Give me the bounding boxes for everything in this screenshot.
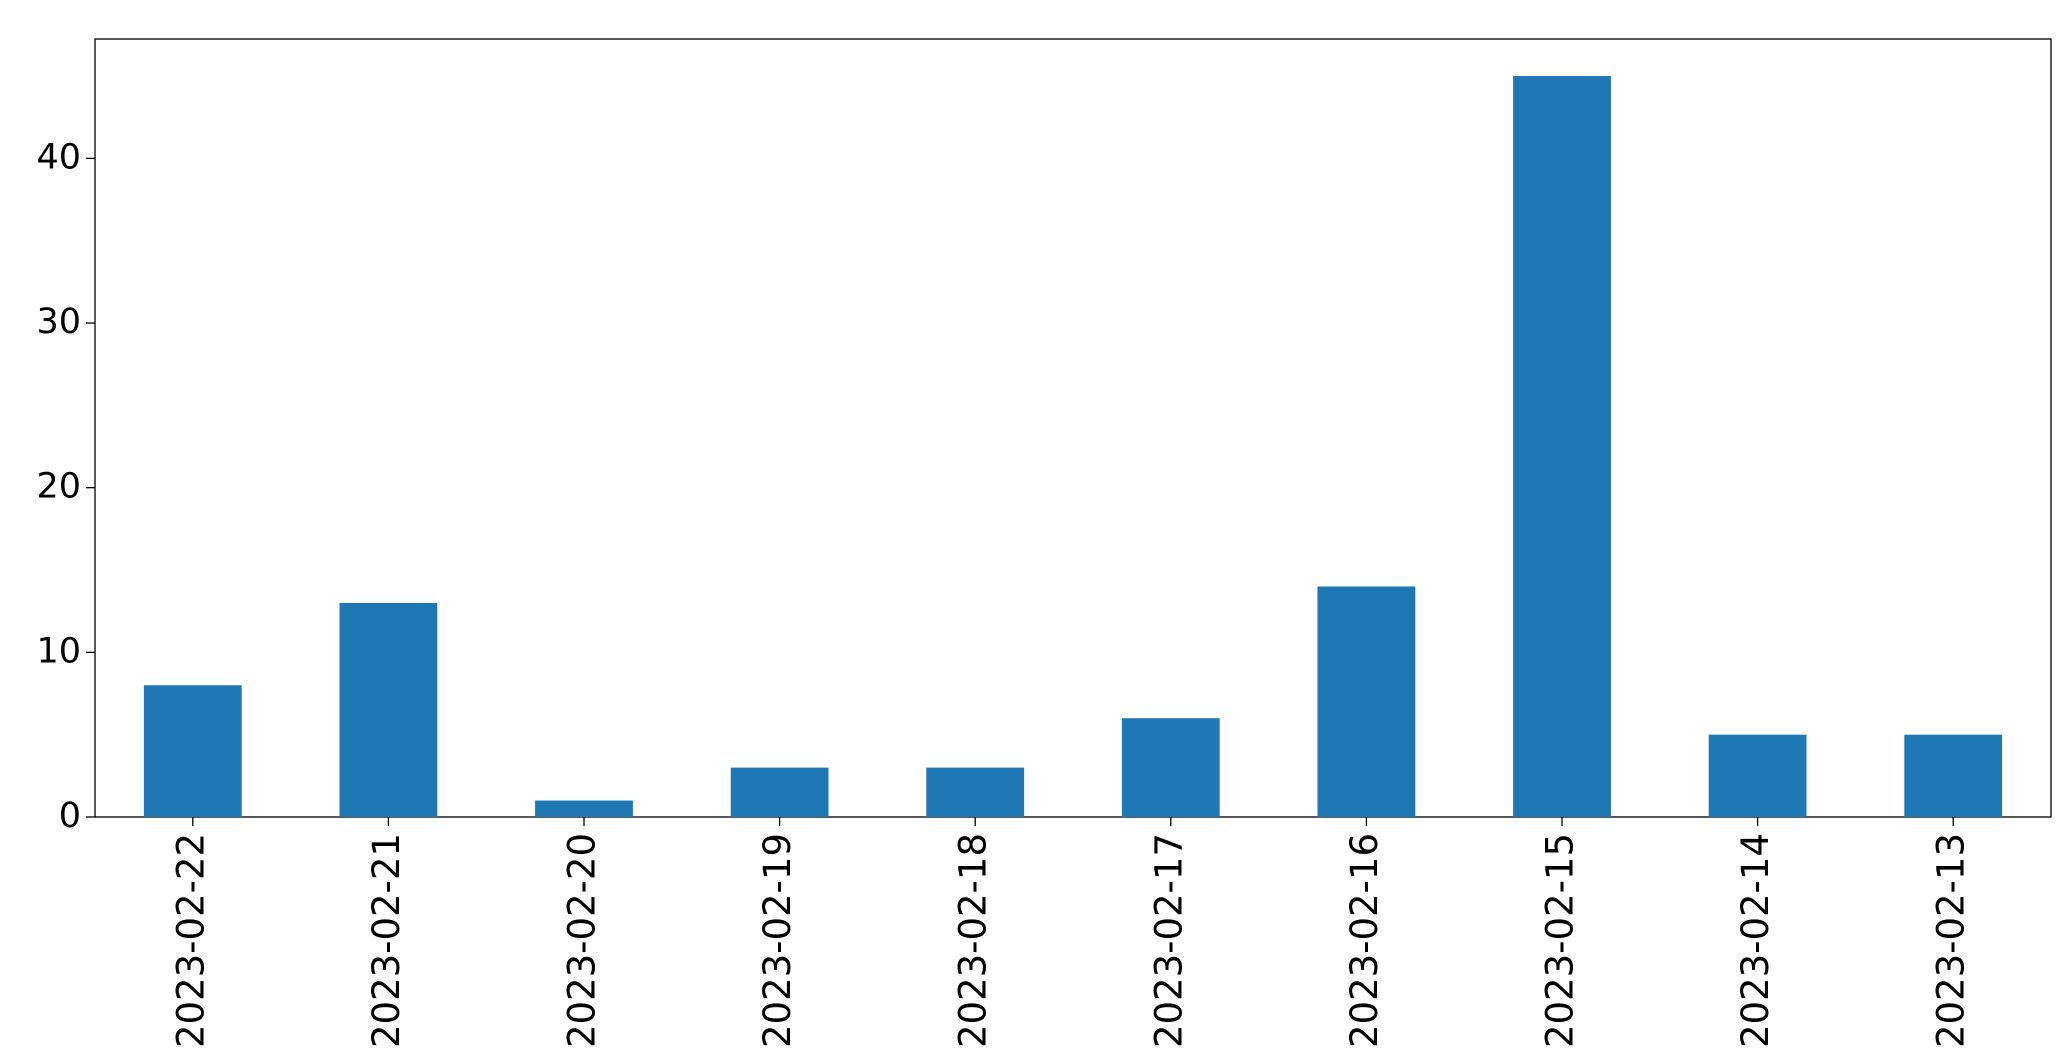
bar xyxy=(926,767,1025,817)
y-tick-label: 40 xyxy=(36,137,81,177)
bar xyxy=(1513,76,1611,818)
x-tick-label: 2023-02-13 xyxy=(1930,833,1973,1048)
y-tick-label: 10 xyxy=(36,631,81,671)
x-tick-label: 2023-02-20 xyxy=(561,833,604,1048)
x-tick-label: 2023-02-22 xyxy=(169,833,212,1048)
bar xyxy=(1317,586,1416,817)
x-tick-label: 2023-02-15 xyxy=(1539,833,1582,1048)
bar xyxy=(1904,734,2003,817)
bar xyxy=(1121,718,1220,817)
y-tick-label: 0 xyxy=(59,796,81,836)
bar xyxy=(339,602,438,817)
y-tick-label: 20 xyxy=(36,467,81,507)
x-tick-label: 2023-02-16 xyxy=(1343,833,1386,1048)
bar xyxy=(1708,734,1807,817)
x-tick-label: 2023-02-14 xyxy=(1734,833,1777,1048)
x-tick-label: 2023-02-21 xyxy=(365,833,408,1048)
bar xyxy=(535,800,633,817)
x-tick-label: 2023-02-19 xyxy=(756,833,799,1048)
bar xyxy=(143,685,242,817)
x-tick-label: 2023-02-17 xyxy=(1147,833,1190,1048)
x-tick-label: 2023-02-18 xyxy=(952,833,995,1048)
y-tick-label: 30 xyxy=(36,302,81,342)
plot-frame xyxy=(94,38,2052,818)
bar xyxy=(730,767,829,817)
